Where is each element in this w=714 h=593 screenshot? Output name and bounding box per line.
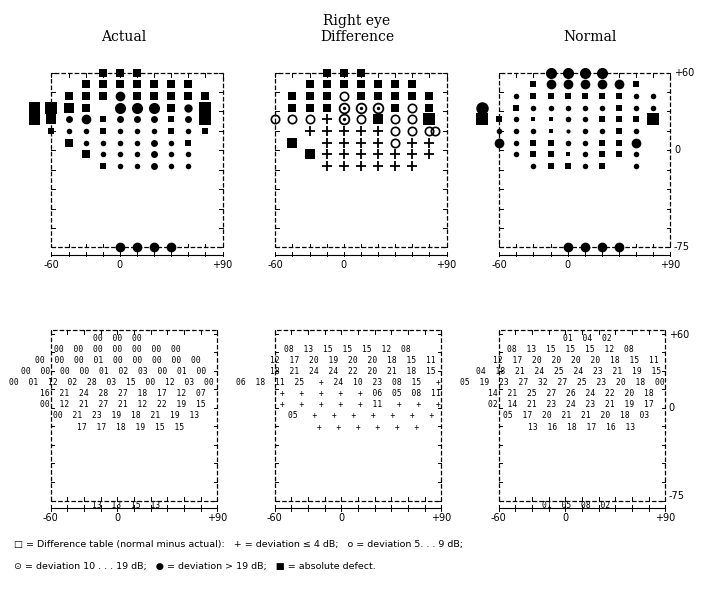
Text: 01  04  02: 01 04 02: [563, 333, 612, 343]
Text: -60: -60: [43, 513, 59, 523]
Text: 00  00  00  01  00  00  00  00  00: 00 00 00 01 00 00 00 00 00: [34, 356, 200, 365]
Text: 04  18  21  24  25  24  23  21  19  15: 04 18 21 24 25 24 23 21 19 15: [476, 367, 661, 376]
Text: +60: +60: [668, 330, 689, 340]
Text: 13  16  18  17  16  13: 13 16 18 17 16 13: [528, 423, 635, 432]
Text: 00  00  00: 00 00 00: [93, 333, 142, 343]
Text: 0: 0: [674, 145, 680, 155]
Text: +   +   +   +   +  11   +   +   +: + + + + + 11 + + +: [275, 400, 441, 409]
Text: 0: 0: [117, 260, 123, 270]
Text: Normal: Normal: [564, 30, 617, 44]
Text: 12  17  20  20  20  20  18  15  11: 12 17 20 20 20 20 18 15 11: [493, 356, 659, 365]
Text: 0: 0: [338, 513, 344, 523]
Text: -60: -60: [491, 513, 506, 523]
Text: 0: 0: [565, 260, 570, 270]
Text: +90: +90: [431, 513, 451, 523]
Text: -60: -60: [44, 260, 59, 270]
Text: -75: -75: [674, 243, 690, 253]
Text: 00  00  00  00  01  02  03  00  01  00: 00 00 00 00 01 02 03 00 01 00: [21, 367, 206, 376]
Text: 00  00  00  00  00  00  00: 00 00 00 00 00 00 00: [54, 345, 181, 353]
Text: -60: -60: [491, 260, 507, 270]
Text: 05  19  23  27  32  27  25  23  20  18  00: 05 19 23 27 32 27 25 23 20 18 00: [460, 378, 664, 387]
Text: 08  13  15  15  15  12  08: 08 13 15 15 15 12 08: [508, 345, 634, 353]
Text: 0: 0: [668, 403, 675, 413]
Text: +90: +90: [655, 513, 675, 523]
Text: 06  18  11  25   +  24  10  23  08  15   +: 06 18 11 25 + 24 10 23 08 15 +: [236, 378, 441, 387]
Text: 18  21  24  24  22  20  21  18  15: 18 21 24 24 22 20 21 18 15: [270, 367, 436, 376]
Text: Actual: Actual: [101, 30, 146, 44]
Text: 16  21  24  28  27  18  17  12  07: 16 21 24 28 27 18 17 12 07: [40, 389, 206, 398]
Text: 0: 0: [341, 260, 347, 270]
Text: 0: 0: [114, 513, 121, 523]
Text: +90: +90: [436, 260, 457, 270]
Text: -75: -75: [668, 490, 685, 500]
Text: +   +   +   +   +   +: + + + + + +: [312, 423, 419, 432]
Text: 12  17  20  19  20  20  18  15  11: 12 17 20 19 20 20 18 15 11: [270, 356, 436, 365]
Text: □ = Difference table (normal minus actual):   + = deviation ≤ 4 dB;   o = deviat: □ = Difference table (normal minus actua…: [14, 540, 463, 549]
Text: 00  01  12  02  28  03  15  00  12  03  00: 00 01 12 02 28 03 15 00 12 03 00: [9, 378, 214, 387]
Text: +90: +90: [207, 513, 228, 523]
Text: +90: +90: [660, 260, 680, 270]
Text: 13  13  15  13: 13 13 15 13: [92, 500, 161, 509]
Text: ⊙ = deviation 10 . . . 19 dB;   ● = deviation > 19 dB;   ■ = absolute defect.: ⊙ = deviation 10 . . . 19 dB; ● = deviat…: [14, 562, 376, 571]
Text: Right eye
Difference: Right eye Difference: [320, 14, 394, 44]
Text: -60: -60: [267, 513, 283, 523]
Text: +90: +90: [213, 260, 233, 270]
Text: 01  05  08  02: 01 05 08 02: [542, 500, 610, 509]
Text: 00  12  21  27  21  12  22  19  15: 00 12 21 27 21 12 22 19 15: [40, 400, 206, 409]
Text: 02  14  21  23  24  23  21  19  17: 02 14 21 23 24 23 21 19 17: [488, 400, 654, 409]
Text: +60: +60: [674, 68, 694, 78]
Text: -60: -60: [268, 260, 283, 270]
Text: 08  13  15  15  15  12  08: 08 13 15 15 15 12 08: [283, 345, 411, 353]
Text: 05  17  20  21  21  20  18  03: 05 17 20 21 21 20 18 03: [503, 412, 650, 420]
Text: 17  17  18  19  15  15: 17 17 18 19 15 15: [77, 423, 184, 432]
Text: +   +   +   +   +  06  05  08  11: + + + + + 06 05 08 11: [275, 389, 441, 398]
Text: 05   +   +   +   +   +   +   +: 05 + + + + + + +: [288, 412, 434, 420]
Text: 0: 0: [562, 513, 568, 523]
Text: 14  21  25  27  26  24  22  20  18: 14 21 25 27 26 24 22 20 18: [488, 389, 654, 398]
Text: 00  21  23  19  18  21  19  13: 00 21 23 19 18 21 19 13: [53, 412, 199, 420]
